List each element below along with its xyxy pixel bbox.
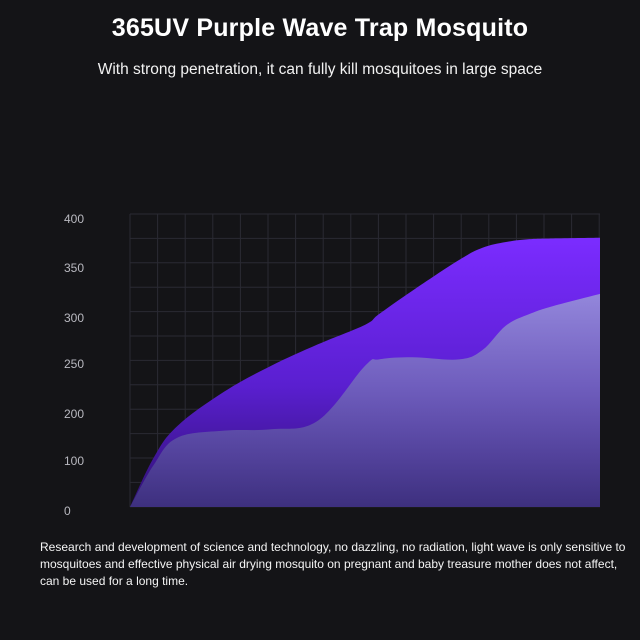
- page-title: 365UV Purple Wave Trap Mosquito: [111, 14, 529, 42]
- y-tick-label: 200: [64, 407, 84, 421]
- y-axis-ticks: 400 350 300 250 200 100 0: [64, 212, 84, 518]
- y-tick-label: 250: [64, 357, 84, 371]
- y-tick-label: 300: [64, 311, 84, 325]
- y-tick-label: 100: [64, 454, 84, 468]
- y-tick-label: 350: [64, 261, 84, 275]
- page-subtitle: With strong penetration, it can fully ki…: [97, 61, 543, 78]
- y-tick-label: 0: [64, 504, 71, 518]
- lavender-area-series: [130, 293, 600, 507]
- y-tick-label: 400: [64, 212, 84, 226]
- series-areas: [130, 237, 600, 507]
- description-text: Research and development of science and …: [40, 540, 626, 588]
